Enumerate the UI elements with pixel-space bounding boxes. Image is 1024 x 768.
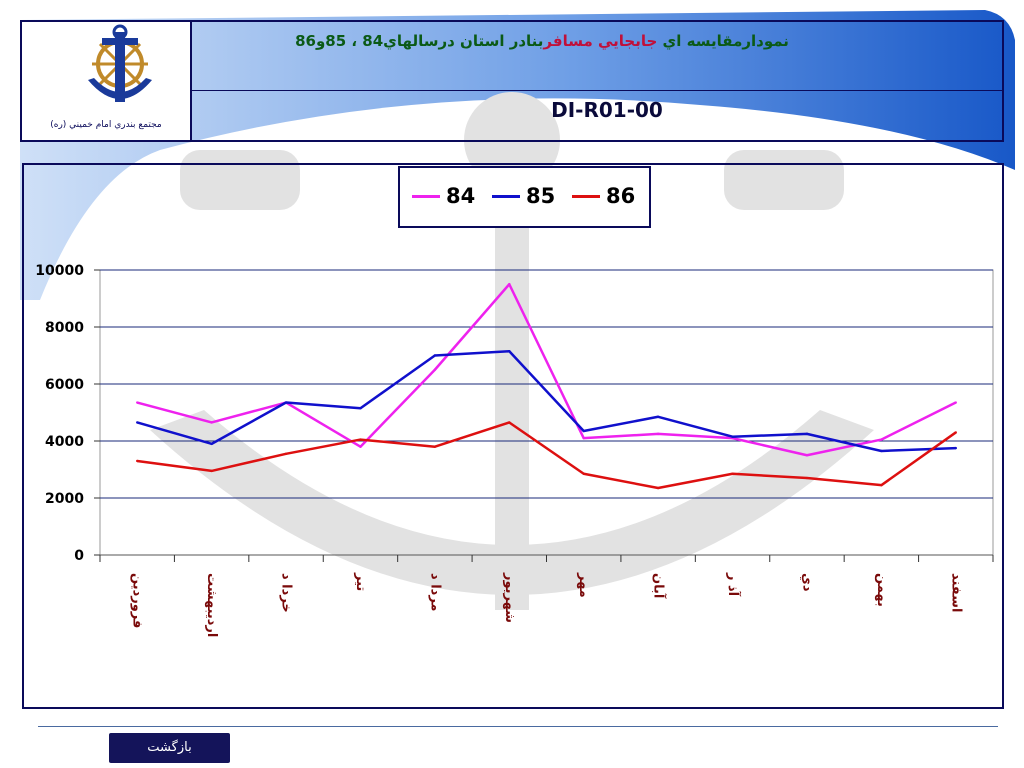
- y-tick-label: 6000: [45, 377, 84, 393]
- chart-frame: [22, 163, 1004, 709]
- legend-swatch-85: [492, 194, 520, 198]
- data-point-84: [954, 401, 957, 404]
- x-tick-label: دي: [799, 573, 814, 592]
- y-tick-label: 4000: [45, 434, 84, 450]
- legend-item-85: 85: [492, 184, 555, 208]
- plot-area: [99, 269, 994, 556]
- x-tick-label: خردا د: [279, 573, 294, 613]
- y-tick-label: 8000: [45, 320, 84, 336]
- data-point-84: [210, 421, 213, 424]
- legend-swatch-86: [572, 194, 600, 198]
- y-tick-label: 2000: [45, 491, 84, 507]
- data-point-86: [582, 472, 585, 475]
- logo-caption: مجتمع بندري امام خميني (ره): [50, 120, 162, 130]
- data-point-85: [954, 446, 957, 450]
- logo-cell: مجتمع بندري امام خميني (ره): [22, 22, 192, 140]
- document-code: DI-R01-00: [551, 98, 663, 122]
- data-point-86: [433, 445, 437, 448]
- data-point-85: [582, 429, 585, 433]
- data-point-85: [359, 407, 362, 410]
- data-point-86: [880, 483, 883, 487]
- title-part-1: نمودارمقايسه اي: [657, 32, 789, 50]
- header-divider: [190, 90, 1002, 91]
- data-point-85: [210, 442, 213, 446]
- legend-item-84: 84: [412, 184, 475, 208]
- data-point-86: [805, 476, 809, 480]
- x-tick-label: مهر: [576, 572, 591, 598]
- legend-swatch-84: [412, 194, 440, 198]
- legend-item-86: 86: [572, 184, 635, 208]
- data-point-84: [359, 445, 362, 448]
- legend-label-86: 86: [606, 184, 636, 208]
- y-tick-label: 10000: [35, 263, 84, 279]
- data-point-86: [210, 469, 213, 473]
- data-point-84: [508, 283, 511, 286]
- x-tick-label: تير: [353, 572, 368, 591]
- x-tick-label: شهريور: [502, 572, 517, 623]
- title-part-2: جابجايي مسافر: [543, 32, 658, 50]
- data-point-86: [508, 421, 511, 424]
- footer-divider: [38, 726, 998, 727]
- data-point-85: [284, 401, 288, 404]
- data-point-84: [880, 438, 883, 441]
- data-point-86: [656, 486, 660, 490]
- x-tick-label: فروردين: [130, 573, 145, 628]
- chart-legend: 84 85 86: [398, 166, 651, 228]
- series-line-86: [137, 421, 957, 490]
- data-point-86: [359, 438, 362, 441]
- data-point-85: [805, 432, 809, 436]
- blue-wave-shape: [20, 10, 1015, 300]
- data-point-86: [284, 452, 288, 456]
- x-tick-label: آذ ر: [725, 572, 742, 597]
- header-panel: مجتمع بندري امام خميني (ره) نمودارمقايسه…: [20, 20, 1004, 142]
- data-point-84: [582, 436, 585, 440]
- series-line-85: [136, 349, 956, 453]
- y-tick-label: 0: [74, 548, 84, 564]
- data-point-84: [805, 454, 809, 457]
- data-point-85: [880, 449, 883, 453]
- x-tick-label: مردا د: [427, 573, 442, 611]
- legend-label-84: 84: [446, 184, 476, 208]
- x-tick-label: آبان: [651, 573, 668, 599]
- data-point-85: [433, 354, 437, 357]
- data-point-85: [731, 435, 734, 438]
- series-line-84: [136, 283, 957, 457]
- data-point-86: [136, 459, 139, 463]
- data-point-84: [656, 432, 660, 436]
- title-part-3: بنادر استان درسالهاي84 ، 85و86: [295, 32, 544, 50]
- data-point-84: [433, 368, 437, 371]
- port-anchor-logo: [88, 24, 152, 102]
- x-tick-label: ارديبهشت: [204, 573, 219, 637]
- back-button[interactable]: بازگشت: [109, 733, 230, 763]
- legend-label-85: 85: [526, 184, 556, 208]
- data-point-86: [954, 431, 957, 434]
- data-point-84: [136, 401, 139, 404]
- x-tick-label: اسفند: [948, 573, 963, 612]
- data-point-85: [656, 415, 660, 418]
- page-title: نمودارمقايسه اي جابجايي مسافربنادر استان…: [212, 32, 872, 50]
- data-point-85: [136, 421, 139, 424]
- data-point-86: [731, 472, 734, 475]
- x-tick-label: بهمن: [874, 573, 889, 607]
- data-point-85: [508, 350, 511, 353]
